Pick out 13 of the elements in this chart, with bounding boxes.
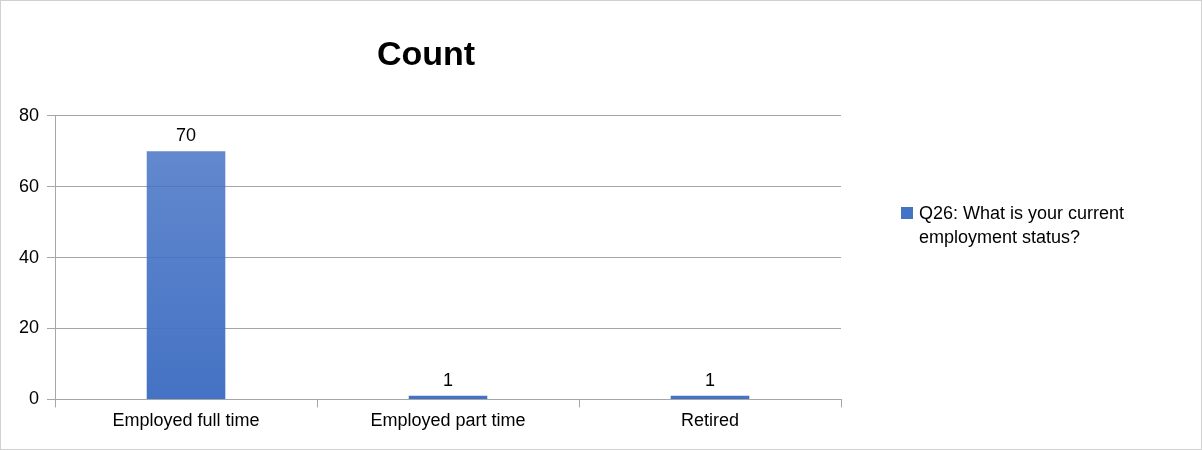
y-tick-label: 0 bbox=[29, 388, 40, 409]
y-tick-label: 60 bbox=[18, 175, 40, 196]
data-label: 70 bbox=[176, 125, 197, 146]
data-label: 1 bbox=[443, 369, 454, 390]
data-label: 1 bbox=[705, 369, 716, 390]
x-tick-label: Employed part time bbox=[370, 410, 526, 431]
y-tick-label: 80 bbox=[18, 104, 40, 125]
y-tick-label: 40 bbox=[18, 246, 40, 267]
x-tick-label: Retired bbox=[680, 410, 740, 431]
chart-title: Count bbox=[376, 33, 476, 72]
x-tick-label: Employed full time bbox=[112, 410, 260, 431]
y-tick-label: 20 bbox=[18, 317, 40, 338]
legend-label: Q26: What is your current employment status? bbox=[919, 202, 1126, 249]
